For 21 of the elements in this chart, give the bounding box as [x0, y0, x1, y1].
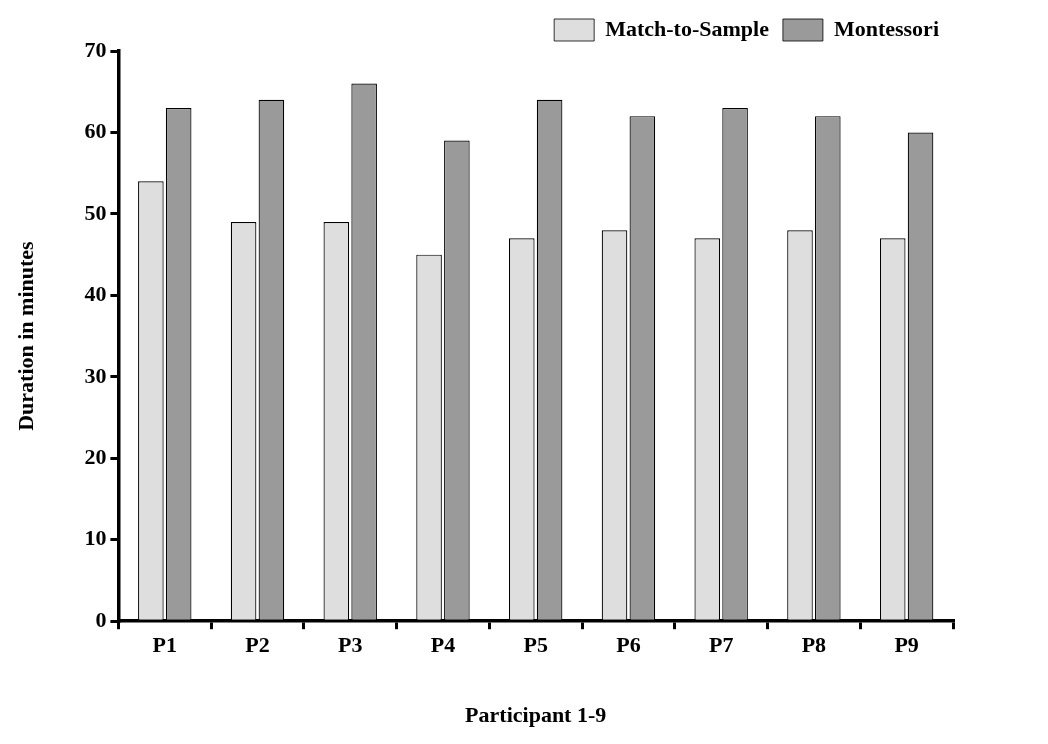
x-tick-label: P3 [338, 632, 363, 658]
x-axis-title: Participant 1-9 [465, 702, 607, 728]
y-tick-label: 40 [84, 281, 107, 307]
y-axis-title: Duration in minutes [12, 240, 38, 431]
x-tick-label: P9 [894, 632, 919, 658]
y-tick-label: 10 [84, 525, 107, 551]
legend-label: Montessori [833, 15, 939, 41]
x-tick-label: P5 [523, 632, 548, 658]
y-tick-label: 50 [84, 199, 107, 225]
y-tick-label: 70 [84, 36, 107, 62]
y-tick-label: 20 [84, 443, 107, 469]
y-tick-label: 0 [95, 606, 107, 632]
x-tick-label: P7 [708, 632, 734, 658]
x-tick-label: P4 [430, 632, 456, 658]
x-tick-label: P2 [245, 632, 270, 658]
x-tick-label: P1 [152, 632, 177, 658]
x-tick-label: P6 [616, 632, 641, 658]
x-tick-label: P8 [801, 632, 827, 658]
y-tick-label: 30 [84, 362, 107, 388]
legend-label: Match-to-Sample [605, 15, 770, 41]
y-tick-label: 60 [84, 118, 107, 144]
